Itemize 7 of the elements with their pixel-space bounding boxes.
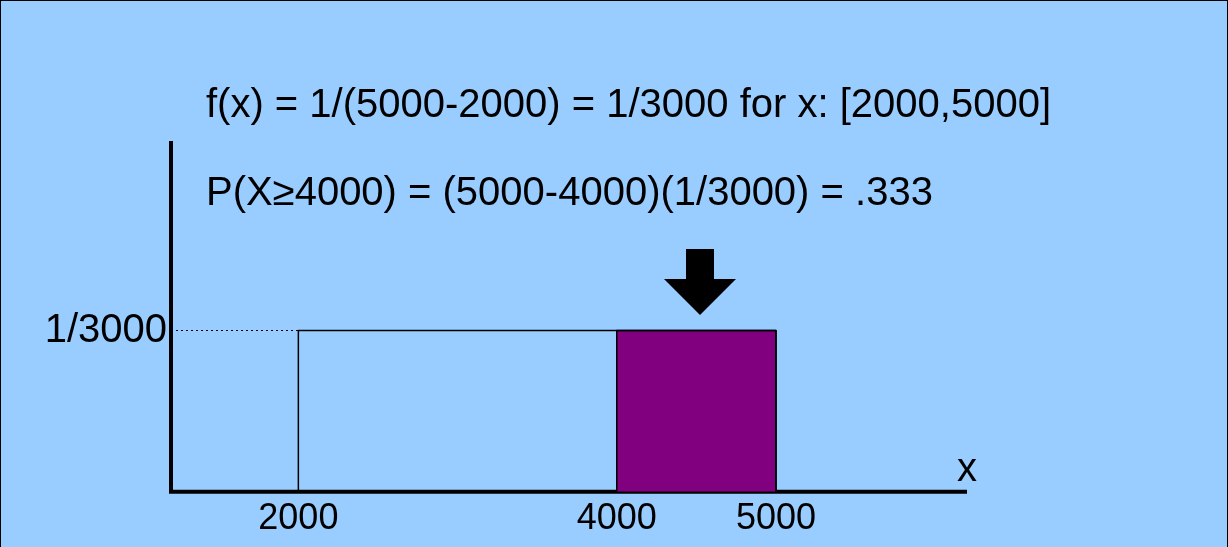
chart-title: f(x) = 1/(5000-2000) = 1/3000 for x: [2000,5000]: [206, 81, 1051, 126]
x-tick-label: 2000: [258, 496, 339, 538]
ref-line-label: 1/3000: [44, 305, 167, 350]
chart-subtitle: P(X≥4000) = (5000-4000)(1/3000) = .333: [206, 169, 933, 214]
x-tick-label: 4000: [576, 496, 657, 538]
x-tick-label: 5000: [735, 496, 817, 538]
x-axis-title: x: [957, 444, 977, 489]
